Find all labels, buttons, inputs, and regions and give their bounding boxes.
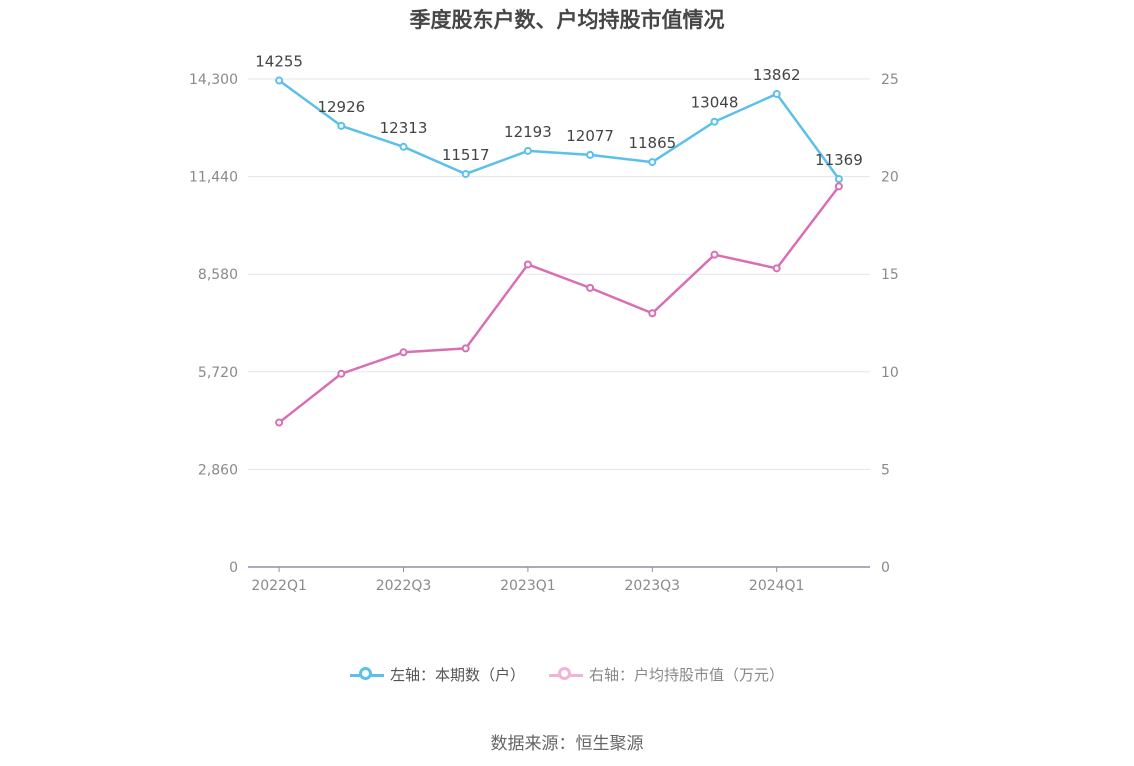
y-right-tick-label: 10	[881, 365, 899, 381]
series-line-right	[278, 185, 840, 424]
axes: 0 2,860 5,720 8,580 11,440 14,300 0 5 10 15 20 25 20…	[189, 72, 899, 594]
y-left-tick-label: 11,440	[189, 170, 238, 186]
y-right-tick-label: 0	[881, 560, 890, 576]
y-left-tick-label: 0	[229, 560, 238, 576]
series-line-left	[278, 79, 840, 180]
data-point	[275, 418, 284, 427]
y-right-tick-label: 5	[881, 462, 890, 478]
data-point	[461, 344, 470, 353]
data-point	[710, 117, 719, 126]
legend-label: 左轴：本期数（户）	[389, 666, 525, 684]
chart-title: 季度股东户数、户均持股市值情况	[409, 8, 725, 32]
data-point	[834, 175, 843, 184]
data-label: 11865	[628, 134, 676, 152]
data-point	[399, 142, 408, 151]
legend-line-circle-icon	[549, 665, 583, 685]
data-point	[648, 158, 657, 167]
data-point	[586, 283, 595, 292]
y-left-tick-label: 2,860	[198, 462, 238, 478]
x-tick-label: 2024Q1	[749, 578, 805, 594]
legend-line-circle-icon	[349, 665, 384, 685]
data-label: 12313	[380, 119, 428, 137]
data-point	[523, 260, 532, 269]
data-labels: 14255 12926 12313 11517 12193 12077 11865 13048…	[255, 53, 863, 169]
data-point	[586, 150, 595, 159]
data-point	[772, 264, 781, 273]
y-right-tick-label: 20	[881, 170, 899, 186]
data-label: 12077	[566, 127, 614, 145]
data-point	[834, 182, 843, 191]
data-label: 12193	[504, 123, 552, 141]
x-tick-label: 2022Q3	[376, 578, 432, 594]
data-label: 13862	[753, 66, 801, 84]
grid-lines	[248, 78, 870, 470]
data-label: 11369	[815, 151, 863, 169]
legend-label: 右轴：户均持股市值（万元）	[589, 666, 785, 684]
chart-plot: 0 2,860 5,720 8,580 11,440 14,300 0 5 10 15 20 25 20…	[189, 53, 899, 594]
y-right-tick-label: 25	[881, 72, 899, 88]
source-note: 数据来源：恒生聚源	[490, 734, 644, 754]
data-point	[523, 146, 532, 155]
x-tick-label: 2022Q1	[251, 578, 307, 594]
y-left-tick-label: 8,580	[198, 267, 238, 283]
y-right-tick-label: 15	[881, 267, 899, 283]
y-left-tick-label: 14,300	[189, 72, 238, 88]
data-label: 13048	[691, 94, 739, 112]
data-point	[275, 76, 284, 85]
x-tick-label: 2023Q3	[625, 578, 681, 594]
data-label: 12926	[317, 98, 365, 116]
x-tick-label: 2023Q1	[500, 578, 556, 594]
data-point	[710, 250, 719, 259]
data-point	[772, 89, 781, 98]
series-lines	[275, 76, 843, 427]
data-point	[648, 309, 657, 318]
data-label: 14255	[255, 53, 303, 71]
legend-item-left-axis-series[interactable]: 左轴：本期数（户）	[349, 664, 525, 685]
legend: 左轴：本期数（户） 右轴：户均持股市值（万元）	[0, 664, 1134, 685]
data-point	[461, 169, 470, 178]
data-label: 11517	[442, 146, 490, 164]
legend-item-right-axis-series[interactable]: 右轴：户均持股市值（万元）	[549, 664, 784, 685]
data-point	[399, 348, 408, 357]
y-left-tick-label: 5,720	[198, 365, 238, 381]
data-point	[337, 121, 346, 130]
data-point	[337, 369, 346, 378]
